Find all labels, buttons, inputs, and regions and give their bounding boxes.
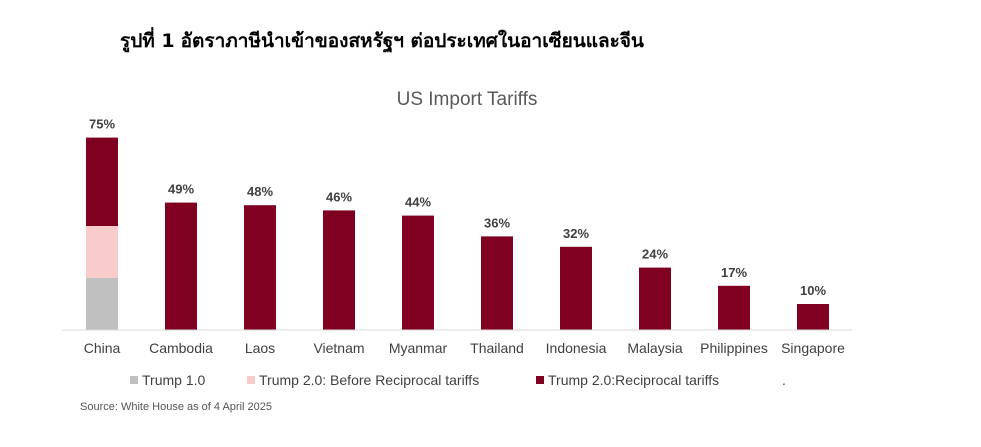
bar-laos-trump-2-0-reciprocal-tariffs [244, 205, 276, 330]
legend-swatch-trump-2-0-before-reciprocal-tariffs [247, 376, 255, 384]
bar-china-trump-1-0 [86, 278, 118, 330]
data-label-laos: 48% [247, 184, 273, 199]
bar-china-trump-2-0-reciprocal-tariffs [86, 137, 118, 226]
x-tick-label-cambodia: Cambodia [149, 340, 213, 356]
x-tick-label-thailand: Thailand [470, 340, 524, 356]
bar-chart: US Import Tariffs 75% 49% 48% 46% 44% 36% 32% 2… [62, 89, 852, 388]
bar-china-trump-2-0-before-reciprocal-tariffs [86, 226, 118, 278]
bars-group: 75% 49% 48% 46% 44% 36% 32% 24% 17% 10% [86, 117, 829, 330]
bar-malaysia-trump-2-0-reciprocal-tariffs [639, 267, 671, 330]
data-label-myanmar: 44% [405, 195, 431, 210]
x-tick-label-philippines: Philippines [700, 340, 768, 356]
data-label-philippines: 17% [721, 265, 747, 280]
bar-vietnam-trump-2-0-reciprocal-tariffs [323, 210, 355, 330]
bar-cambodia-trump-2-0-reciprocal-tariffs [165, 202, 197, 330]
source-note: Source: White House as of 4 April 2025 [80, 401, 272, 413]
legend-trailing-mark: . [782, 372, 786, 388]
x-tick-labels: China Cambodia Laos Vietnam Myanmar Thailand I… [84, 340, 845, 356]
x-tick-label-vietnam: Vietnam [313, 340, 364, 356]
x-tick-label-china: China [84, 340, 121, 356]
bar-singapore-trump-2-0-reciprocal-tariffs [797, 304, 829, 330]
data-label-thailand: 36% [484, 215, 510, 230]
x-tick-label-myanmar: Myanmar [389, 340, 448, 356]
legend-swatch-trump-1-0 [130, 376, 138, 384]
data-label-cambodia: 49% [168, 182, 194, 197]
data-label-china: 75% [89, 117, 115, 132]
legend: Trump 1.0 Trump 2.0: Before Reciprocal ta… [130, 372, 786, 388]
bar-philippines-trump-2-0-reciprocal-tariffs [718, 285, 750, 330]
figure-heading: รูปที่ 1 อัตราภาษีนำเข้าของสหรัฐฯ ต่อประเ… [120, 26, 650, 56]
data-label-malaysia: 24% [642, 247, 668, 262]
data-label-vietnam: 46% [326, 189, 352, 204]
legend-label-trump-2-0-before-reciprocal-tariffs: Trump 2.0: Before Reciprocal tariffs [259, 372, 479, 388]
figure-title: อัตราภาษีนำเข้าของสหรัฐฯ ต่อประเทศในอาเซ… [180, 30, 644, 52]
x-tick-label-singapore: Singapore [781, 340, 845, 356]
chart-title: US Import Tariffs [397, 89, 538, 110]
legend-label-trump-1-0: Trump 1.0 [142, 372, 205, 388]
figure-number: รูปที่ 1 [120, 30, 175, 52]
legend-label-trump-2-0-reciprocal-tariffs: Trump 2.0:Reciprocal tariffs [548, 372, 719, 388]
legend-swatch-trump-2-0-reciprocal-tariffs [536, 376, 544, 384]
data-label-singapore: 10% [800, 283, 826, 298]
bar-thailand-trump-2-0-reciprocal-tariffs [481, 236, 513, 330]
data-label-indonesia: 32% [563, 226, 589, 241]
x-tick-label-indonesia: Indonesia [546, 340, 607, 356]
bar-indonesia-trump-2-0-reciprocal-tariffs [560, 246, 592, 330]
x-tick-label-malaysia: Malaysia [627, 340, 682, 356]
x-tick-label-laos: Laos [245, 340, 275, 356]
bar-myanmar-trump-2-0-reciprocal-tariffs [402, 215, 434, 330]
